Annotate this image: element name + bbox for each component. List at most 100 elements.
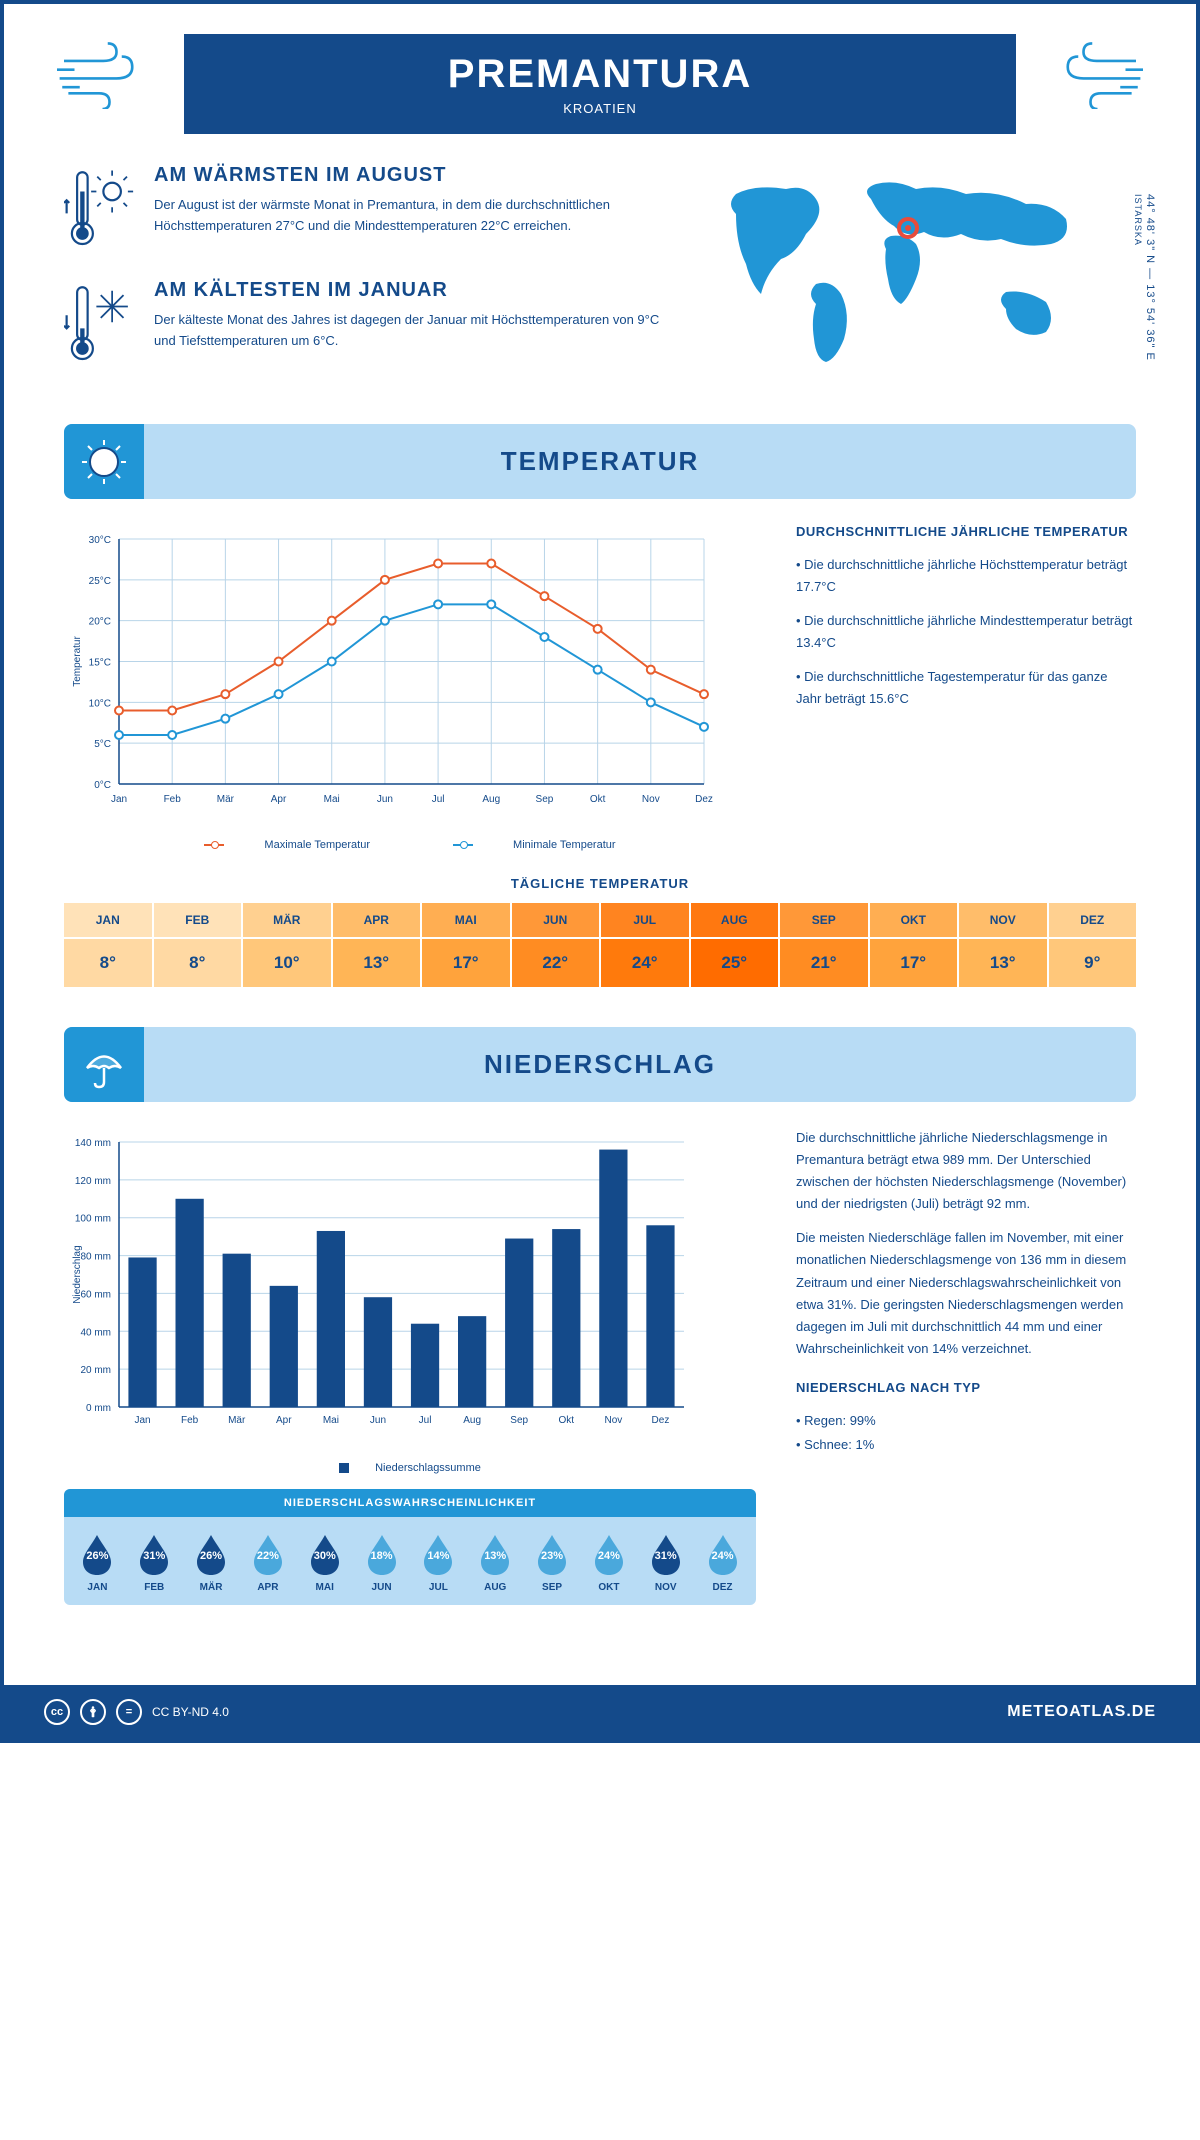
svg-text:Mär: Mär	[217, 794, 235, 805]
temp-cell: MÄR10°	[243, 903, 333, 987]
footer: cc 🛉 = CC BY-ND 4.0 METEOATLAS.DE	[4, 1685, 1196, 1739]
svg-text:15°C: 15°C	[89, 658, 111, 669]
svg-text:Apr: Apr	[276, 1415, 292, 1426]
page-title: PREMANTURA	[202, 52, 998, 97]
svg-text:60 mm: 60 mm	[80, 1289, 111, 1300]
temp-cell: SEP21°	[780, 903, 870, 987]
svg-text:5°C: 5°C	[94, 739, 111, 750]
drop-item: 24%OKT	[583, 1532, 634, 1593]
svg-text:0 mm: 0 mm	[86, 1403, 111, 1414]
drop-item: 31%FEB	[129, 1532, 180, 1593]
drop-item: 23%SEP	[527, 1532, 578, 1593]
warmest-text: Der August ist der wärmste Monat in Prem…	[154, 195, 666, 237]
svg-text:Mär: Mär	[228, 1415, 246, 1426]
coordinates: 44° 48' 3" N — 13° 54' 36" EISTARSKA	[1132, 194, 1156, 361]
svg-text:Sep: Sep	[510, 1415, 528, 1426]
svg-text:Jul: Jul	[432, 794, 445, 805]
thermometer-hot-icon	[64, 164, 134, 254]
coldest-text: Der kälteste Monat des Jahres ist dagege…	[154, 310, 666, 352]
svg-text:Dez: Dez	[695, 794, 713, 805]
svg-text:20 mm: 20 mm	[80, 1365, 111, 1376]
section-header-precipitation: NIEDERSCHLAG	[64, 1027, 1136, 1102]
temp-cell: JUN22°	[512, 903, 602, 987]
svg-text:40 mm: 40 mm	[80, 1327, 111, 1338]
temp-cell: FEB8°	[154, 903, 244, 987]
svg-text:Nov: Nov	[642, 794, 660, 805]
svg-text:Okt: Okt	[559, 1415, 575, 1426]
temp-cell: OKT17°	[870, 903, 960, 987]
svg-text:Feb: Feb	[181, 1415, 199, 1426]
temp-cell: APR13°	[333, 903, 423, 987]
svg-text:Feb: Feb	[164, 794, 182, 805]
subtitle: KROATIEN	[202, 101, 998, 116]
warmest-block: AM WÄRMSTEN IM AUGUST Der August ist der…	[64, 164, 666, 254]
svg-text:140 mm: 140 mm	[75, 1138, 111, 1149]
drop-item: 26%JAN	[72, 1532, 123, 1593]
svg-text:Jan: Jan	[134, 1415, 150, 1426]
wind-icon	[54, 39, 144, 109]
svg-text:Niederschlag: Niederschlag	[72, 1245, 83, 1303]
svg-text:Sep: Sep	[536, 794, 554, 805]
wind-icon	[1056, 39, 1146, 109]
svg-text:25°C: 25°C	[89, 576, 111, 587]
drop-item: 14%JUL	[413, 1532, 464, 1593]
drop-item: 24%DEZ	[697, 1532, 748, 1593]
header: PREMANTURA KROATIEN	[4, 4, 1196, 134]
drop-item: 18%JUN	[356, 1532, 407, 1593]
svg-text:30°C: 30°C	[89, 535, 111, 546]
warmest-title: AM WÄRMSTEN IM AUGUST	[154, 164, 666, 187]
drop-item: 26%MÄR	[186, 1532, 237, 1593]
coldest-title: AM KÄLTESTEN IM JANUAR	[154, 279, 666, 302]
svg-text:Mai: Mai	[324, 794, 340, 805]
svg-text:0°C: 0°C	[94, 780, 111, 791]
drop-item: 22%APR	[242, 1532, 293, 1593]
daily-temp-table: JAN8°FEB8°MÄR10°APR13°MAI17°JUN22°JUL24°…	[64, 903, 1136, 987]
temp-cell: DEZ9°	[1049, 903, 1137, 987]
cc-icon: cc	[44, 1699, 70, 1725]
svg-text:120 mm: 120 mm	[75, 1176, 111, 1187]
precipitation-chart: 0 mm 20 mm 40 mm 60 mm 80 mm 100 mm 120 mm 140 …	[64, 1127, 756, 1605]
temp-cell: MAI17°	[422, 903, 512, 987]
precipitation-probability: NIEDERSCHLAGSWAHRSCHEINLICHKEIT 26%JAN31…	[64, 1489, 756, 1605]
precipitation-info: Die durchschnittliche jährliche Niedersc…	[796, 1127, 1136, 1605]
svg-text:Okt: Okt	[590, 794, 606, 805]
svg-text:Jun: Jun	[370, 1415, 386, 1426]
svg-text:Nov: Nov	[604, 1415, 622, 1426]
temp-cell: JAN8°	[64, 903, 154, 987]
intro-section: AM WÄRMSTEN IM AUGUST Der August ist der…	[64, 164, 1136, 394]
drop-item: 13%AUG	[470, 1532, 521, 1593]
svg-text:Apr: Apr	[271, 794, 287, 805]
svg-text:Jun: Jun	[377, 794, 393, 805]
by-icon: 🛉	[80, 1699, 106, 1725]
svg-text:Jul: Jul	[419, 1415, 432, 1426]
sun-icon	[79, 437, 129, 487]
drop-item: 30%MAI	[299, 1532, 350, 1593]
license-text: CC BY-ND 4.0	[152, 1705, 229, 1719]
world-map: 44° 48' 3" N — 13° 54' 36" EISTARSKA	[706, 164, 1136, 394]
svg-text:Dez: Dez	[652, 1415, 670, 1426]
svg-text:Mai: Mai	[323, 1415, 339, 1426]
temperature-info: DURCHSCHNITTLICHE JÄHRLICHE TEMPERATUR •…	[796, 524, 1136, 851]
svg-text:Jan: Jan	[111, 794, 127, 805]
drop-item: 31%NOV	[640, 1532, 691, 1593]
site-name: METEOATLAS.DE	[1007, 1703, 1156, 1721]
umbrella-icon	[79, 1040, 129, 1090]
temperature-chart: 0°C 5°C 10°C 15°C 20°C 25°C 30°C Jan Feb Mär Apr Ma…	[64, 524, 756, 851]
nd-icon: =	[116, 1699, 142, 1725]
temp-cell: NOV13°	[959, 903, 1049, 987]
temp-cell: AUG25°	[691, 903, 781, 987]
section-header-temperature: TEMPERATUR	[64, 424, 1136, 499]
temp-cell: JUL24°	[601, 903, 691, 987]
svg-text:Temperatur: Temperatur	[72, 636, 83, 687]
daily-temp-title: TÄGLICHE TEMPERATUR	[64, 876, 1136, 891]
thermometer-cold-icon	[64, 279, 134, 369]
svg-text:Aug: Aug	[482, 794, 500, 805]
svg-text:80 mm: 80 mm	[80, 1252, 111, 1263]
svg-text:10°C: 10°C	[89, 698, 111, 709]
title-band: PREMANTURA KROATIEN	[184, 34, 1016, 134]
coldest-block: AM KÄLTESTEN IM JANUAR Der kälteste Mona…	[64, 279, 666, 369]
svg-text:Aug: Aug	[463, 1415, 481, 1426]
svg-text:20°C: 20°C	[89, 617, 111, 628]
chart-legend: Maximale Temperatur Minimale Temperatur	[64, 839, 756, 851]
svg-text:100 mm: 100 mm	[75, 1214, 111, 1225]
